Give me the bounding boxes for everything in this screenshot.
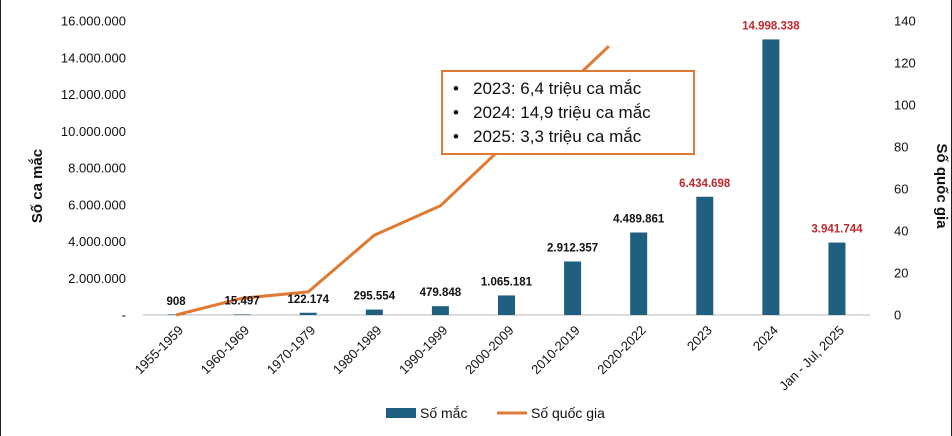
bar-data-label: 295.554 (354, 291, 396, 303)
right-tick-label: 60 (894, 182, 908, 197)
legend-bar-label: Số mắc (420, 405, 467, 421)
bar-data-label: 908 (166, 296, 186, 308)
left-tick-label: 10.000.000 (61, 124, 126, 139)
right-tick-label: 80 (894, 140, 908, 155)
bar-data-label: 1.065.181 (481, 276, 533, 288)
bar (696, 196, 714, 315)
x-tick-label: 1970-1979 (264, 323, 319, 378)
left-tick-label: 16.000.000 (61, 14, 126, 29)
bar (564, 261, 582, 315)
bar (498, 295, 515, 315)
x-axis-labels: 1955-1959 1960-1969 1970-1979 1980-1989 1990… (132, 323, 847, 394)
x-tick-label: Jan - Jul, 2025 (776, 323, 847, 394)
bar-data-labels: 908 15.497 122.174 295.554 479.848 1.065.181 2… (166, 20, 863, 308)
left-tick-label: 2.000.000 (68, 271, 126, 286)
bar (233, 314, 251, 315)
bar-series (167, 39, 846, 315)
x-tick-label: 1980-1989 (330, 323, 385, 378)
right-axis-ticks: 0 20 40 60 80 100 120 140 (894, 14, 916, 323)
left-axis-title: Số ca mắc (28, 149, 46, 223)
legend-line-label: Số quốc gia (531, 405, 605, 421)
left-tick-label: 8.000.000 (68, 161, 126, 176)
right-tick-label: 140 (894, 14, 916, 29)
bar-data-label: 14.998.338 (742, 20, 800, 32)
x-tick-label: 2010-2019 (528, 323, 583, 378)
bar-data-label: 122.174 (287, 294, 329, 306)
callout-item-2025: 2025: 3,3 triệu ca mắc (453, 125, 693, 149)
bar-data-label: 6.434.698 (679, 178, 731, 190)
left-axis-ticks: - 2.000.000 4.000.000 6.000.000 8.000.000 10.… (61, 14, 126, 323)
x-tick-label: 2020-2022 (594, 323, 649, 378)
left-tick-label: 12.000.000 (61, 87, 126, 102)
right-axis-title: Số quốc gia (933, 143, 950, 229)
left-tick-label: 4.000.000 (68, 234, 126, 249)
bar (365, 309, 383, 315)
bar-data-label: 15.497 (225, 296, 260, 308)
x-tick-label: 1960-1969 (198, 323, 253, 378)
left-tick-label: 6.000.000 (68, 197, 126, 212)
left-tick-label: 14.000.000 (61, 50, 126, 65)
right-tick-label: 100 (894, 98, 916, 113)
right-tick-label: 40 (894, 224, 908, 239)
x-tick-label: 1955-1959 (132, 323, 187, 378)
right-tick-label: 0 (894, 308, 901, 323)
annotation-callout: 2023: 6,4 triệu ca mắc 2024: 14,9 triệu … (441, 70, 695, 155)
line-series (175, 45, 610, 317)
legend: Số mắc Số quốc gia (386, 405, 605, 421)
x-tick-label: 2000-2009 (462, 323, 517, 378)
x-tick-label: 2023 (684, 323, 715, 354)
right-tick-label: 20 (894, 266, 908, 281)
bar-data-label: 479.848 (420, 287, 462, 299)
bar-data-label: 4.489.861 (613, 213, 665, 225)
bar (630, 232, 648, 315)
bar-data-label: 2.912.357 (547, 242, 598, 254)
bar-data-label: 3.941.744 (811, 224, 863, 236)
legend-bar-swatch (386, 408, 416, 418)
line-path (175, 45, 610, 317)
x-tick-label: 2024 (750, 323, 781, 354)
left-tick-label: - (122, 308, 126, 323)
callout-item-2024: 2024: 14,9 triệu ca mắc (453, 101, 693, 125)
bar (299, 312, 317, 315)
callout-item-2023: 2023: 6,4 triệu ca mắc (453, 77, 693, 101)
bar (828, 242, 846, 315)
x-tick-label: 1990-1999 (396, 323, 451, 378)
right-tick-label: 120 (894, 56, 916, 71)
bar (762, 39, 780, 315)
bar (431, 306, 449, 315)
